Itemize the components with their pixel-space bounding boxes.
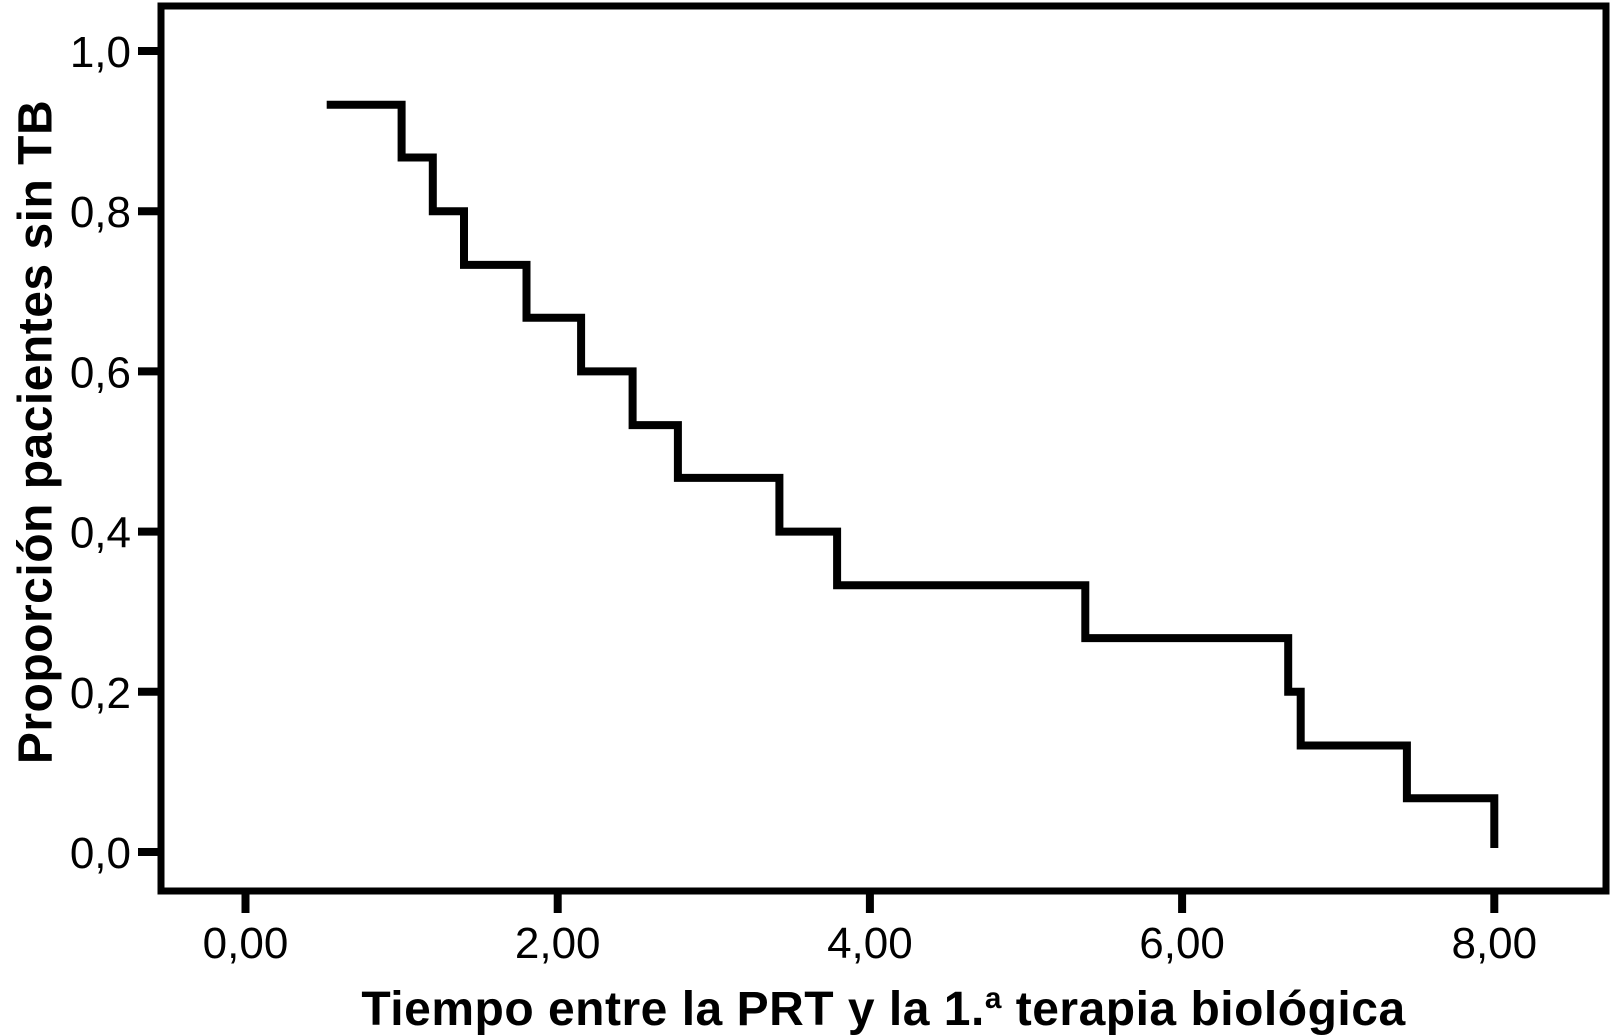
survival-step-curve	[326, 100, 1499, 848]
y-axis-tick-label: 0,6	[70, 348, 131, 397]
x-axis-title-pre: Tiempo entre la PRT y la 1.	[361, 983, 985, 1035]
plot-border	[157, 2, 1610, 895]
x-axis-tick-label: 4,00	[827, 919, 913, 968]
x-axis-tick-label: 0,00	[203, 919, 289, 968]
x-axis-tick-label: 8,00	[1451, 919, 1537, 968]
y-axis-tick-label: 0,4	[70, 509, 131, 558]
y-axis-tick-label: 0,0	[70, 829, 131, 878]
y-axis-tick-label: 0,8	[70, 188, 131, 237]
y-axis-tick-label: 1,0	[70, 28, 131, 77]
x-axis-title-ordinal-superscript: a	[984, 982, 1002, 1015]
x-axis-title: Tiempo entre la PRT y la 1.a terapia bio…	[161, 982, 1606, 1035]
x-axis-tick-label: 2,00	[515, 919, 601, 968]
x-axis-title-post: terapia biológica	[1001, 983, 1406, 1035]
x-axis-tick-label: 6,00	[1139, 919, 1225, 968]
y-axis-tick-label: 0,2	[70, 669, 131, 718]
